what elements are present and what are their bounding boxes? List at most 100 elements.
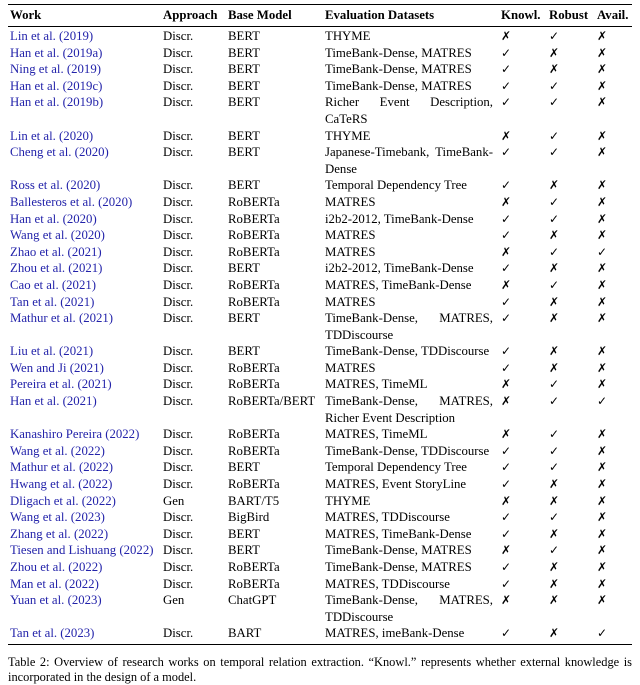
robust-mark-cell: ✗	[545, 592, 593, 609]
work-cell: Zhao et al. (2021)	[8, 244, 163, 261]
base-model-cell: BERT	[228, 29, 260, 43]
check-icon: ✓	[501, 360, 512, 375]
citation-link[interactable]: Liu et al. (2021)	[10, 344, 94, 359]
robust-mark-cell: ✗	[545, 294, 593, 311]
citation-link[interactable]: Mathur et al. (2022)	[10, 460, 114, 475]
check-icon: ✓	[501, 344, 512, 359]
datasets-cell: MATRES	[325, 244, 497, 261]
citation-link[interactable]: Wang et al. (2022)	[10, 443, 105, 458]
table-row: Ning et al. (2019) Discr. BERT TimeBank-Den…	[8, 61, 632, 78]
robust-mark-cell: ✗	[545, 476, 593, 493]
citation-link[interactable]: Tiesen and Lishuang (2022)	[10, 543, 154, 558]
table-row: Cao et al. (2021) Discr. RoBERTa MATRES, Ti…	[8, 277, 632, 294]
citation-link[interactable]: Kanashiro Pereira (2022)	[10, 427, 140, 442]
base-model-cell: RoBERTa	[228, 277, 280, 292]
dataset-line: MATRES	[325, 194, 376, 209]
citation-link[interactable]: Han et al. (2019a)	[10, 45, 103, 60]
datasets-cell: MATRES, TimeML	[325, 426, 497, 443]
cross-icon: ✗	[597, 510, 608, 525]
robust-mark-cell: ✗	[545, 576, 593, 593]
approach-cell: Discr.	[163, 78, 194, 93]
citation-link[interactable]: Ross et al. (2020)	[10, 178, 101, 193]
cross-icon: ✗	[501, 194, 512, 209]
citation-link[interactable]: Tan et al. (2021)	[10, 294, 95, 309]
work-cell: Wang et al. (2020)	[8, 227, 163, 244]
base-model-cell: RoBERTa/BERT	[228, 394, 316, 409]
citation-link[interactable]: Zhou et al. (2021)	[10, 261, 103, 276]
knowl-mark-cell: ✓	[497, 476, 545, 493]
table-row: Yuan et al. (2023) Gen ChatGPT TimeBank-Den…	[8, 592, 632, 625]
work-cell: Ross et al. (2020)	[8, 177, 163, 194]
dataset-line: TimeBank-Dense, MATRES,	[325, 394, 493, 409]
base-model-cell: BERT	[228, 128, 260, 143]
robust-mark-cell: ✓	[545, 393, 593, 410]
check-icon: ✓	[501, 576, 512, 591]
citation-link[interactable]: Hwang et al. (2022)	[10, 477, 113, 492]
table-row: Mathur et al. (2021) Discr. BERT TimeBank-D…	[8, 310, 632, 343]
approach-cell: Discr.	[163, 211, 194, 226]
approach-cell: Discr.	[163, 427, 194, 442]
citation-link[interactable]: Han et al. (2019c)	[10, 78, 103, 93]
citation-link[interactable]: Mathur et al. (2021)	[10, 311, 114, 326]
base-model-cell: RoBERTa	[228, 443, 280, 458]
robust-mark-cell: ✓	[545, 542, 593, 559]
citation-link[interactable]: Pereira et al. (2021)	[10, 377, 112, 392]
approach-cell: Discr.	[163, 560, 194, 574]
base-model-cell: BERT	[228, 543, 260, 558]
citation-link[interactable]: Ballesteros et al. (2020)	[10, 194, 133, 209]
cross-icon: ✗	[597, 360, 608, 375]
work-cell: Yuan et al. (2023)	[8, 592, 163, 609]
cross-icon: ✗	[501, 29, 512, 43]
cross-icon: ✗	[597, 377, 608, 392]
citation-link[interactable]: Han et al. (2019b)	[10, 95, 104, 110]
robust-mark-cell: ✗	[545, 559, 593, 576]
citation-link[interactable]: Zhang et al. (2022)	[10, 526, 109, 541]
check-icon: ✓	[549, 443, 560, 458]
table-row: Han et al. (2021) Discr. RoBERTa/BERT TimeB…	[8, 393, 632, 426]
citation-link[interactable]: Ning et al. (2019)	[10, 62, 101, 77]
citation-link[interactable]: Tan et al. (2023)	[10, 626, 95, 641]
survey-table: Work Approach Base Model Evaluation Data…	[8, 4, 632, 645]
avail-mark-cell: ✗	[593, 144, 632, 161]
dataset-line: i2b2-2012, TimeBank-Dense	[325, 211, 474, 226]
column-header-work: Work	[10, 8, 42, 23]
avail-mark-cell: ✗	[593, 45, 632, 62]
datasets-cell: MATRES, imeBank-Dense	[325, 625, 497, 642]
cross-icon: ✗	[501, 493, 512, 508]
citation-link[interactable]: Lin et al. (2019)	[10, 29, 94, 43]
citation-link[interactable]: Zhao et al. (2021)	[10, 244, 102, 259]
datasets-cell: TimeBank-Dense, MATRES, Richer Event Desc…	[325, 393, 497, 426]
citation-link[interactable]: Wen and Ji (2021)	[10, 360, 104, 375]
dataset-line: Dense	[325, 161, 357, 176]
citation-link[interactable]: Cheng et al. (2020)	[10, 145, 109, 160]
knowl-mark-cell: ✗	[497, 426, 545, 443]
citation-link[interactable]: Han et al. (2020)	[10, 211, 97, 226]
knowl-mark-cell: ✗	[497, 542, 545, 559]
cross-icon: ✗	[501, 593, 512, 608]
avail-mark-cell: ✗	[593, 28, 632, 45]
citation-link[interactable]: Wang et al. (2023)	[10, 510, 105, 525]
citation-link[interactable]: Man et al. (2022)	[10, 576, 99, 591]
check-icon: ✓	[501, 510, 512, 525]
dataset-line: TimeBank-Dense, TDDiscourse	[325, 443, 490, 458]
table-row: Liu et al. (2021) Discr. BERT TimeBank-Dens…	[8, 343, 632, 360]
citation-link[interactable]: Zhou et al. (2022)	[10, 560, 103, 574]
citation-link[interactable]: Wang et al. (2020)	[10, 228, 105, 243]
check-icon: ✓	[501, 443, 512, 458]
cross-icon: ✗	[597, 427, 608, 442]
cross-icon: ✗	[597, 228, 608, 243]
approach-cell: Discr.	[163, 510, 194, 525]
robust-mark-cell: ✗	[545, 227, 593, 244]
citation-link[interactable]: Cao et al. (2021)	[10, 277, 96, 292]
cross-icon: ✗	[501, 244, 512, 259]
citation-link[interactable]: Lin et al. (2020)	[10, 128, 94, 143]
table-row: Tan et al. (2021) Discr. RoBERTa MATRES ✓ ✗ ✗	[8, 294, 632, 311]
knowl-mark-cell: ✗	[497, 244, 545, 261]
table-row: Lin et al. (2020) Discr. BERT THYME ✗ ✓ ✗	[8, 128, 632, 145]
table-row: Zhou et al. (2021) Discr. BERT i2b2-2012, T…	[8, 260, 632, 277]
citation-link[interactable]: Dligach et al. (2022)	[10, 493, 116, 508]
citation-link[interactable]: Han et al. (2021)	[10, 394, 97, 409]
citation-link[interactable]: Yuan et al. (2023)	[10, 593, 102, 608]
knowl-mark-cell: ✓	[497, 144, 545, 161]
approach-cell: Discr.	[163, 277, 194, 292]
